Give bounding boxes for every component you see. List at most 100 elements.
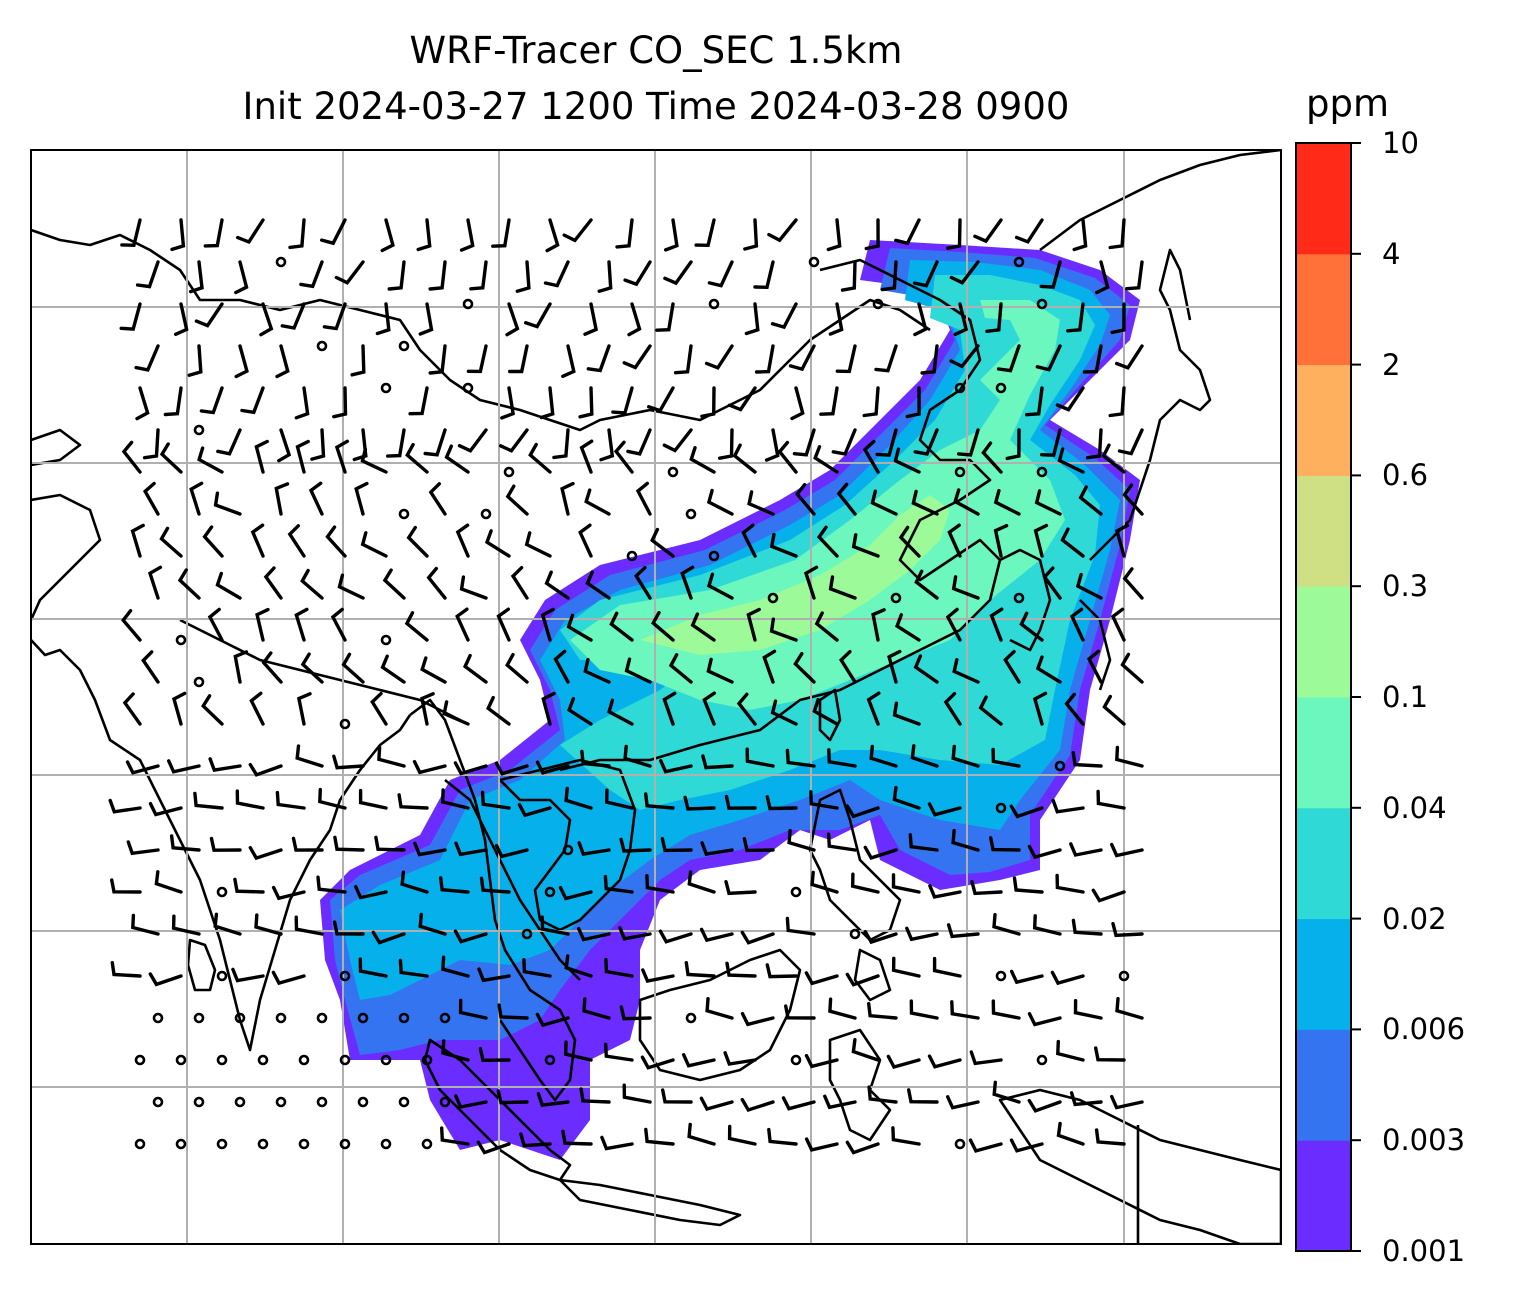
wind-barb-icon xyxy=(142,428,160,460)
calm-circle-icon xyxy=(544,1054,556,1066)
map-title-line2: Init 2024-03-27 1200 Time 2024-03-28 090… xyxy=(242,85,1070,128)
wind-barb-icon xyxy=(154,870,183,894)
wind-barb-icon xyxy=(444,444,470,474)
wind-barb-icon xyxy=(477,967,511,983)
wind-barb-icon xyxy=(1027,1098,1062,1113)
wind-barb-icon xyxy=(913,654,939,684)
wind-barb-icon xyxy=(275,790,306,810)
wind-barb-icon xyxy=(318,787,347,810)
wind-barb-icon xyxy=(582,997,611,1020)
wind-barb-icon xyxy=(544,570,570,600)
wind-barb-icon xyxy=(907,1088,939,1104)
calm-circle-icon xyxy=(152,1012,164,1024)
wind-barb-icon xyxy=(380,218,395,253)
calm-circle-icon xyxy=(562,844,574,856)
wind-barb-icon xyxy=(1115,745,1144,768)
wind-barb-icon xyxy=(110,878,142,894)
wind-barb-icon xyxy=(540,915,570,936)
wind-barb-icon xyxy=(420,656,447,684)
wind-barb-icon xyxy=(505,484,529,516)
colorbar-segment xyxy=(1296,364,1351,476)
wind-barb-icon xyxy=(387,260,406,291)
wind-barb-icon xyxy=(296,692,312,726)
wind-barb-icon xyxy=(505,302,520,337)
wind-barb-icon xyxy=(480,790,511,810)
wind-barb-icon xyxy=(704,344,734,370)
wind-barb-icon xyxy=(1056,1039,1085,1062)
wind-barb-icon xyxy=(169,834,201,852)
wind-barb-icon xyxy=(864,218,880,251)
wind-barb-icon xyxy=(626,428,652,456)
wind-barb-icon xyxy=(1091,888,1126,903)
wind-barb-icon xyxy=(699,927,734,943)
wind-barb-icon xyxy=(690,612,716,642)
calm-circle-icon xyxy=(1013,256,1025,268)
calm-circle-icon xyxy=(175,634,187,646)
wind-barb-icon xyxy=(920,344,939,375)
wind-barb-icon xyxy=(478,1046,511,1063)
wind-barb-icon xyxy=(418,912,447,936)
colorbar-tick-label: 0.3 xyxy=(1382,569,1429,604)
wind-barb-icon xyxy=(662,428,693,453)
wind-barb-icon xyxy=(563,1040,593,1062)
wind-barb-icon xyxy=(332,386,348,419)
wind-barb-icon xyxy=(978,695,1003,726)
wind-barb-icon xyxy=(375,302,391,336)
wind-barb-icon xyxy=(804,971,839,986)
wind-barb-icon xyxy=(405,442,429,474)
calm-circle-icon xyxy=(503,466,515,478)
wind-barb-icon xyxy=(650,527,675,558)
wind-barb-icon xyxy=(725,961,757,978)
wind-barb-icon xyxy=(816,525,839,558)
wind-barb-icon xyxy=(439,876,470,894)
wind-barb-icon xyxy=(951,828,980,852)
wind-barb-icon xyxy=(330,607,347,642)
wind-barb-icon xyxy=(522,958,552,978)
calm-circle-icon xyxy=(439,1012,451,1024)
wind-barb-icon xyxy=(234,260,249,295)
wind-barb-icon xyxy=(580,749,611,768)
wind-barb-icon xyxy=(604,957,634,978)
wind-barb-icon xyxy=(187,344,203,377)
wind-barb-icon xyxy=(823,1094,857,1110)
wind-barb-icon xyxy=(233,877,265,894)
wind-barb-icon xyxy=(613,440,634,474)
wind-barb-icon xyxy=(494,761,529,776)
wind-barb-icon xyxy=(454,841,488,857)
wind-barb-icon xyxy=(1014,218,1044,244)
wind-barb-icon xyxy=(332,754,365,770)
wind-barb-icon xyxy=(706,657,734,684)
wind-barb-icon xyxy=(159,442,183,474)
wind-barb-icon xyxy=(947,523,962,558)
colorbar-tick-label: 0.04 xyxy=(1382,790,1447,825)
wind-barb-icon xyxy=(724,880,757,896)
calm-markers xyxy=(134,256,1130,1150)
calm-circle-icon xyxy=(767,592,779,604)
wind-barb-icon xyxy=(819,386,839,416)
wind-barb-icon xyxy=(459,218,475,252)
wind-barb-icon xyxy=(255,607,270,642)
wind-barb-icon xyxy=(1035,344,1062,372)
wind-barb-icon xyxy=(350,344,366,377)
wind-barb-icon xyxy=(131,913,160,936)
colorbar-segment xyxy=(1296,1029,1351,1141)
wind-barb-icon xyxy=(862,386,880,418)
wind-barb-icon xyxy=(332,920,365,936)
calm-circle-icon xyxy=(521,928,533,940)
wind-barb-icon xyxy=(377,745,406,768)
wind-barb-icon xyxy=(370,691,388,726)
wind-barb-icon xyxy=(777,440,798,474)
wind-barb-icon xyxy=(561,344,576,378)
wind-barb-icon xyxy=(981,441,1003,474)
wind-barb-icon xyxy=(1032,914,1062,936)
wind-barb-icon xyxy=(135,260,160,289)
wind-barb-icon xyxy=(886,1054,921,1070)
wind-barb-icon xyxy=(455,523,470,558)
calm-circle-icon xyxy=(152,1096,164,1108)
wind-barb-icon xyxy=(701,754,734,770)
wind-barb-icon xyxy=(177,568,201,600)
wind-barb-icon xyxy=(742,837,775,853)
wind-barb-icon xyxy=(706,572,734,600)
calm-circle-icon xyxy=(298,1054,310,1066)
wind-barb-icon xyxy=(764,428,780,462)
